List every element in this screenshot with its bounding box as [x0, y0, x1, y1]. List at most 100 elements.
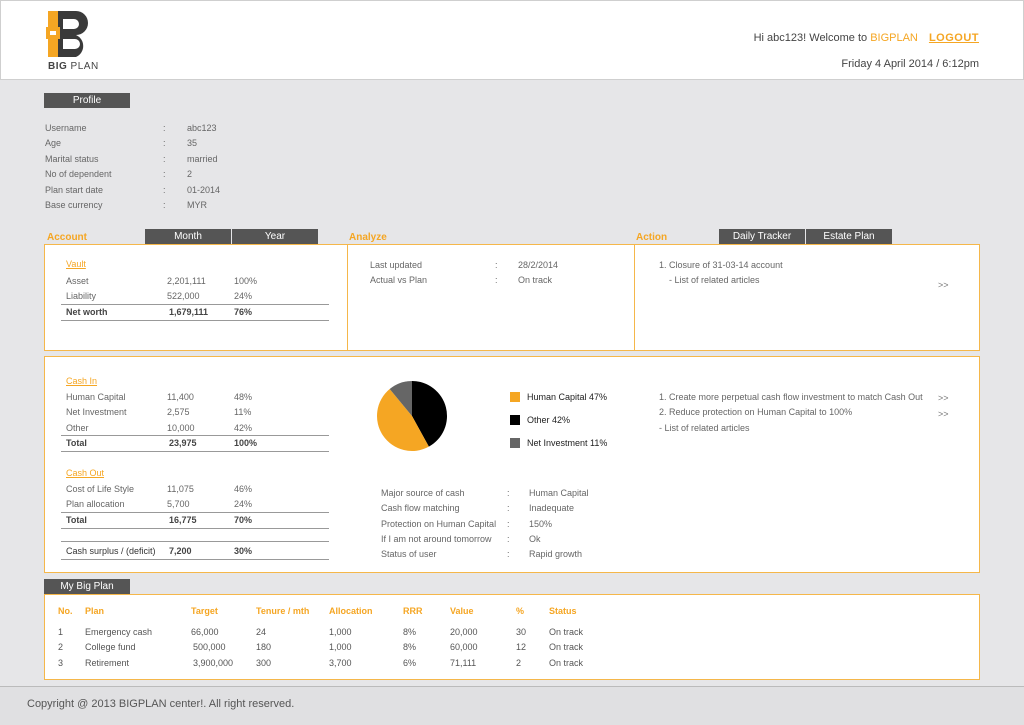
analysis-value: Human Capital	[529, 488, 589, 498]
total-pct: 70%	[234, 514, 253, 525]
plan-column-header: Tenure / mth	[256, 606, 310, 616]
tab-estate-plan[interactable]: Estate Plan	[806, 229, 892, 244]
profile-label: No of dependent	[45, 169, 112, 180]
plan-cell: 3	[58, 657, 64, 668]
colon-separator: :	[163, 153, 166, 164]
plan-column-header: No.	[58, 606, 73, 616]
plan-cell: 3,700	[329, 657, 352, 668]
divider	[61, 527, 329, 529]
row-amount: 11,075	[167, 484, 194, 494]
action-item: 1. Create more perpetual cash flow inves…	[659, 392, 923, 402]
colon-separator: :	[507, 533, 510, 544]
logout-link[interactable]: LOGOUT	[928, 32, 979, 44]
row-label: Net Investment	[66, 407, 127, 418]
total-amount: 1,679,111	[169, 306, 209, 317]
row-pct: 48%	[234, 392, 253, 402]
tab-profile[interactable]: Profile	[44, 93, 130, 108]
related-articles-link[interactable]: - List of related articles	[669, 275, 760, 285]
panel-divider	[634, 245, 635, 350]
footer: Copyright @ 2013 BIGPLAN center!. All ri…	[0, 686, 1024, 725]
surplus-amount: 7,200	[169, 546, 192, 556]
related-articles-link[interactable]: - List of related articles	[659, 423, 750, 433]
analyze-value: 28/2/2014	[518, 260, 559, 270]
plan-column-header: Value	[450, 606, 474, 616]
logo-text: BIG PLAN	[48, 61, 99, 72]
plan-column-header: Plan	[85, 606, 105, 616]
colon-separator: :	[507, 503, 510, 514]
plan-cell: 71,111	[450, 657, 477, 668]
colon-separator: :	[495, 260, 498, 270]
row-amount: 10,000	[167, 422, 195, 433]
action-item: 2. Reduce protection on Human Capital to…	[659, 407, 853, 417]
total-label: Total	[66, 514, 87, 525]
plan-cell: 12	[516, 642, 527, 653]
welcome-message: Hi abc123! Welcome to BIGPLAN LOGOUT	[754, 32, 979, 44]
divider	[61, 450, 329, 452]
plan-cell: 2	[516, 657, 522, 668]
total-pct: 100%	[234, 437, 258, 448]
colon-separator: :	[163, 123, 166, 133]
analyze-label: Last updated	[370, 260, 423, 270]
tab-year[interactable]: Year	[232, 229, 318, 244]
profile-value: abc123	[187, 123, 217, 133]
colon-separator: :	[163, 138, 166, 149]
tab-daily-tracker[interactable]: Daily Tracker	[719, 229, 805, 244]
expand-arrow-icon[interactable]: >>	[938, 409, 949, 419]
colon-separator: :	[507, 488, 510, 498]
row-amount: 522,000	[167, 291, 200, 302]
tab-month[interactable]: Month	[145, 229, 231, 244]
plan-cell: 3,900,000	[193, 657, 234, 668]
legend-label: Net Investment 11%	[527, 438, 608, 448]
analysis-value: Ok	[529, 533, 541, 544]
analysis-value: Inadequate	[529, 503, 575, 514]
total-amount: 23,975	[169, 437, 197, 448]
panel-divider	[347, 245, 348, 350]
tab-my-big-plan[interactable]: My Big Plan	[44, 579, 130, 594]
expand-arrow-icon[interactable]: >>	[938, 280, 949, 290]
row-pct: 11%	[234, 407, 252, 418]
expand-arrow-icon[interactable]: >>	[938, 393, 949, 403]
profile-label: Username	[45, 123, 87, 133]
row-label: Human Capital	[66, 392, 126, 402]
plan-cell: 1,000	[329, 642, 352, 653]
bigplan-logo-icon[interactable]	[46, 9, 98, 59]
row-label: Asset	[66, 276, 89, 286]
analysis-label: Status of user	[381, 549, 437, 560]
plan-cell: 180	[256, 642, 272, 653]
analysis-value: 150%	[529, 518, 553, 529]
vault-title[interactable]: Vault	[66, 259, 86, 269]
analysis-label: If I am not around tomorrow	[381, 533, 492, 544]
row-pct: 100%	[234, 276, 258, 286]
analysis-label: Cash flow matching	[381, 503, 460, 514]
plan-cell: 300	[256, 657, 272, 668]
colon-separator: :	[163, 169, 166, 180]
section-action-label: Action	[636, 232, 668, 243]
colon-separator: :	[163, 184, 166, 195]
cash-in-title[interactable]: Cash In	[66, 376, 98, 386]
colon-separator: :	[163, 200, 166, 210]
divider	[61, 303, 329, 305]
divider	[61, 559, 329, 560]
plan-column-header: Status	[549, 606, 577, 616]
divider	[61, 319, 329, 321]
logo-text-rest: PLAN	[67, 61, 99, 72]
row-pct: 42%	[234, 422, 253, 433]
divider	[61, 541, 329, 542]
analysis-label: Protection on Human Capital	[381, 518, 497, 529]
plan-cell: 30	[516, 627, 527, 637]
cash-out-title[interactable]: Cash Out	[66, 468, 105, 478]
plan-cell: 2	[58, 642, 64, 653]
row-pct: 46%	[234, 484, 253, 494]
colon-separator: :	[507, 549, 510, 560]
row-amount: 2,201,111	[167, 276, 206, 286]
plan-column-header: RRR	[403, 606, 423, 616]
plan-cell: Emergency cash	[85, 627, 153, 637]
row-label: Liability	[66, 291, 97, 302]
account-panel: Vault Asset 2,201,111 100% Liability 522,000…	[44, 244, 980, 351]
total-pct: 76%	[234, 306, 253, 317]
big-plan-panel: No. Plan Target Tenure / mth Allocation RRR Va…	[44, 594, 980, 680]
legend-swatch	[510, 415, 520, 425]
cash-in-pie-chart	[377, 381, 447, 451]
divider	[61, 511, 329, 513]
plan-cell: 8%	[403, 642, 417, 653]
